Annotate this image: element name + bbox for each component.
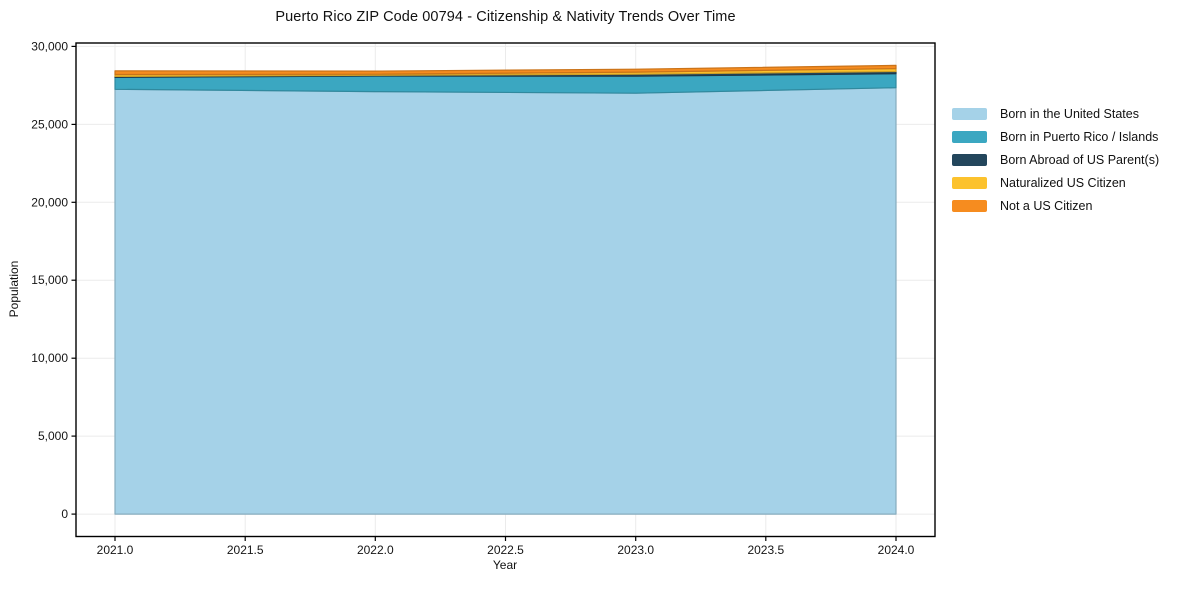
legend-swatch bbox=[952, 153, 987, 166]
legend: Born in the United States Born in Puerto… bbox=[952, 102, 1159, 217]
x-tick-label: 2021.5 bbox=[227, 543, 264, 557]
x-axis-label: Year bbox=[492, 558, 518, 572]
legend-item: Born in Puerto Rico / Islands bbox=[952, 125, 1159, 148]
legend-item-label: Born Abroad of US Parent(s) bbox=[1000, 152, 1160, 167]
stacked-areas bbox=[114, 64, 897, 515]
x-tick-label: 2023.0 bbox=[617, 543, 654, 557]
legend-swatch bbox=[952, 199, 987, 212]
legend-swatch bbox=[952, 107, 987, 120]
chart-title: Puerto Rico ZIP Code 00794 - Citizenship… bbox=[275, 9, 736, 25]
x-tick-label: 2021.0 bbox=[97, 543, 134, 557]
legend-item: Born Abroad of US Parent(s) bbox=[952, 148, 1159, 171]
area-series-4 bbox=[114, 64, 897, 76]
y-tick-label: 10,000 bbox=[31, 351, 68, 365]
y-tick-label: 5,000 bbox=[38, 429, 68, 443]
legend-item: Born in the United States bbox=[952, 102, 1159, 125]
y-tick-label: 0 bbox=[61, 507, 68, 521]
legend-item-label: Born in Puerto Rico / Islands bbox=[1000, 129, 1159, 144]
y-tick-label: 15,000 bbox=[31, 273, 68, 287]
y-tick-label: 25,000 bbox=[31, 117, 68, 131]
legend-swatch bbox=[952, 130, 987, 143]
x-tick-label: 2024.0 bbox=[878, 543, 915, 557]
legend-item: Naturalized US Citizen bbox=[952, 171, 1159, 194]
area-series-0 bbox=[114, 87, 897, 515]
legend-item-label: Not a US Citizen bbox=[1000, 198, 1093, 213]
y-tick-label: 30,000 bbox=[31, 39, 68, 53]
legend-item-label: Naturalized US Citizen bbox=[1000, 175, 1126, 190]
y-tick-label: 20,000 bbox=[31, 195, 68, 209]
legend-swatch bbox=[952, 176, 987, 189]
y-axis-label: Population bbox=[7, 260, 21, 318]
x-tick-label: 2023.5 bbox=[747, 543, 784, 557]
legend-item: Not a US Citizen bbox=[952, 194, 1159, 217]
legend-item-label: Born in the United States bbox=[1000, 106, 1139, 121]
x-tick-label: 2022.5 bbox=[487, 543, 524, 557]
axis-ticks: 2021.0 2021.5 2022.0 2022.5 2023.0 2023.5 2024… bbox=[31, 39, 914, 557]
x-tick-label: 2022.0 bbox=[357, 543, 394, 557]
